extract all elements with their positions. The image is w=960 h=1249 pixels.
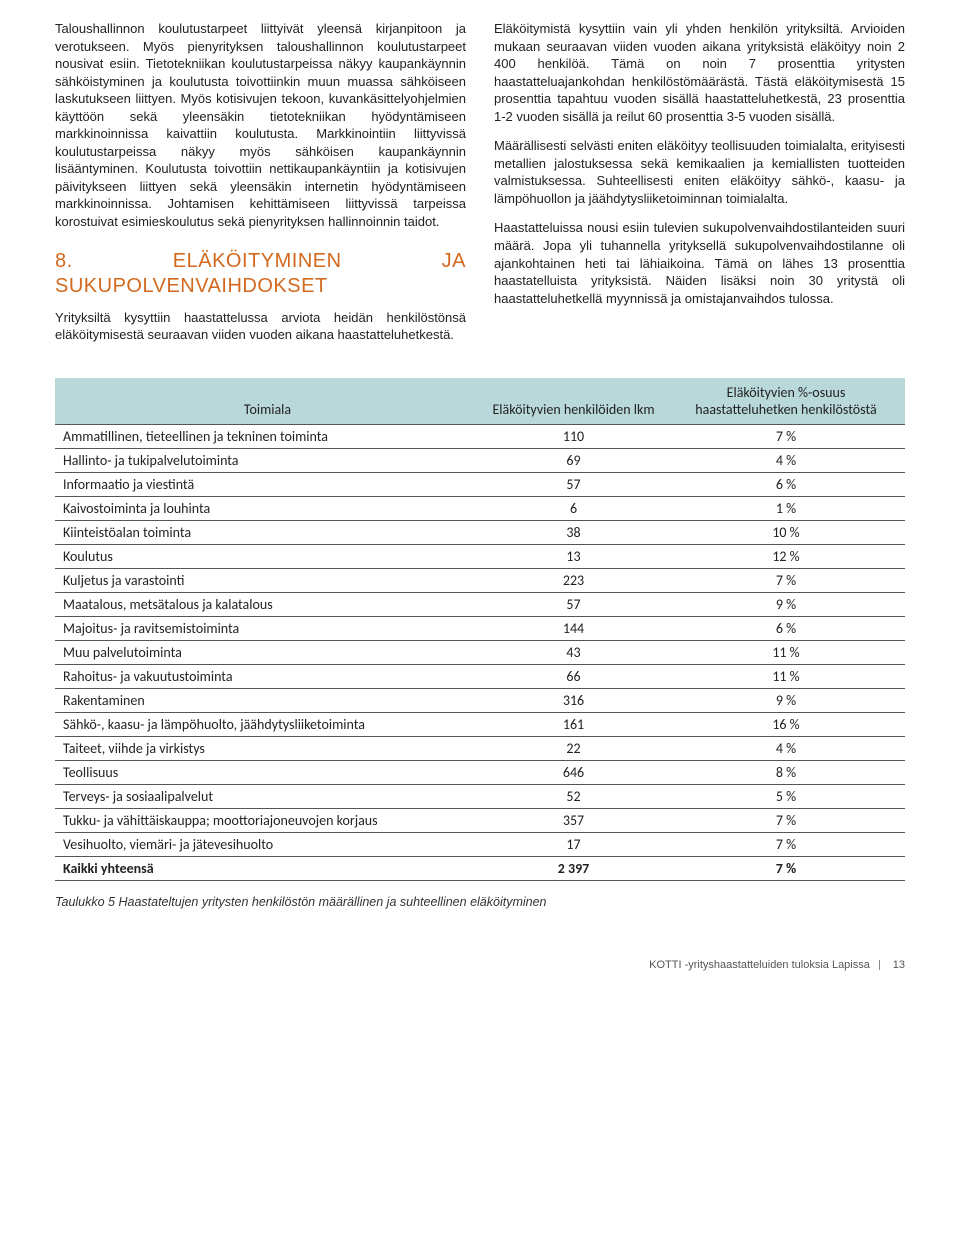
table-row: Koulutus1312 % (55, 544, 905, 568)
table-caption: Taulukko 5 Haastateltujen yritysten henk… (55, 895, 905, 909)
table-cell: 12 % (667, 544, 905, 568)
table-cell: 144 (480, 616, 667, 640)
table-cell: Kuljetus ja varastointi (55, 568, 480, 592)
table-cell: Maatalous, metsätalous ja kalatalous (55, 592, 480, 616)
table-cell: 1 % (667, 496, 905, 520)
table-cell: Tukku- ja vähittäiskauppa; moottoriajone… (55, 808, 480, 832)
table-cell: 7 % (667, 568, 905, 592)
table-cell: 7 % (667, 832, 905, 856)
table-cell: 66 (480, 664, 667, 688)
table-cell: Kaikki yhteensä (55, 856, 480, 880)
table-row: Informaatio ja viestintä576 % (55, 472, 905, 496)
table-cell: Rakentaminen (55, 688, 480, 712)
table-cell: 10 % (667, 520, 905, 544)
table-header-cell: Toimiala (55, 378, 480, 425)
table-header-row: Toimiala Eläköityvien henkilöiden lkm El… (55, 378, 905, 425)
body-paragraph: Määrällisesti selvästi eniten eläköityy … (494, 137, 905, 207)
table-row: Kuljetus ja varastointi2237 % (55, 568, 905, 592)
left-column: Taloushallinnon koulutustarpeet liittyiv… (55, 20, 466, 356)
footer-divider (879, 960, 880, 970)
table-cell: Teollisuus (55, 760, 480, 784)
table-cell: 6 % (667, 472, 905, 496)
table-cell: 57 (480, 472, 667, 496)
table-cell: 16 % (667, 712, 905, 736)
table-cell: 646 (480, 760, 667, 784)
table-row: Terveys- ja sosiaalipalvelut525 % (55, 784, 905, 808)
table-cell: 7 % (667, 808, 905, 832)
table-cell: 5 % (667, 784, 905, 808)
table-row: Teollisuus6468 % (55, 760, 905, 784)
table-header-cell: Eläköityvien %-osuus haastatteluhetken h… (667, 378, 905, 425)
table-cell: 110 (480, 424, 667, 448)
table-cell: 4 % (667, 448, 905, 472)
table-header-cell: Eläköityvien henkilöiden lkm (480, 378, 667, 425)
table-cell: 52 (480, 784, 667, 808)
table-cell: 9 % (667, 688, 905, 712)
table-cell: 22 (480, 736, 667, 760)
table-cell: 38 (480, 520, 667, 544)
table-cell: 4 % (667, 736, 905, 760)
table-row: Maatalous, metsätalous ja kalatalous579 … (55, 592, 905, 616)
page-number: 13 (889, 959, 905, 971)
retirement-table: Toimiala Eläköityvien henkilöiden lkm El… (55, 378, 905, 881)
table-cell: Informaatio ja viestintä (55, 472, 480, 496)
table-cell: 9 % (667, 592, 905, 616)
table-cell: 357 (480, 808, 667, 832)
table-row: Vesihuolto, viemäri- ja jätevesihuolto17… (55, 832, 905, 856)
table-cell: 8 % (667, 760, 905, 784)
table-row: Kiinteistöalan toiminta3810 % (55, 520, 905, 544)
body-paragraph: Haastatteluissa nousi esiin tulevien suk… (494, 219, 905, 307)
page-footer: KOTTI -yrityshaastatteluiden tuloksia La… (55, 959, 905, 971)
table-cell: Rahoitus- ja vakuutustoiminta (55, 664, 480, 688)
table-row: Taiteet, viihde ja virkistys224 % (55, 736, 905, 760)
table-cell: 223 (480, 568, 667, 592)
table-cell: 7 % (667, 424, 905, 448)
table-row: Rakentaminen3169 % (55, 688, 905, 712)
table-row: Majoitus- ja ravitsemistoiminta1446 % (55, 616, 905, 640)
table-cell: 11 % (667, 640, 905, 664)
table-row: Rahoitus- ja vakuutustoiminta6611 % (55, 664, 905, 688)
body-paragraph: Taloushallinnon koulutustarpeet liittyiv… (55, 20, 466, 231)
table-cell: 17 (480, 832, 667, 856)
table-cell: Kaivostoiminta ja louhinta (55, 496, 480, 520)
table-cell: 2 397 (480, 856, 667, 880)
table-cell: Koulutus (55, 544, 480, 568)
table-cell: 316 (480, 688, 667, 712)
two-column-text: Taloushallinnon koulutustarpeet liittyiv… (55, 20, 905, 356)
table-cell: 43 (480, 640, 667, 664)
table-row: Tukku- ja vähittäiskauppa; moottoriajone… (55, 808, 905, 832)
right-column: Eläköitymistä kysyttiin vain yli yhden h… (494, 20, 905, 356)
table-cell: Vesihuolto, viemäri- ja jätevesihuolto (55, 832, 480, 856)
table-row: Hallinto- ja tukipalvelutoiminta694 % (55, 448, 905, 472)
table-cell: Ammatillinen, tieteellinen ja tekninen t… (55, 424, 480, 448)
table-row: Ammatillinen, tieteellinen ja tekninen t… (55, 424, 905, 448)
body-paragraph: Eläköitymistä kysyttiin vain yli yhden h… (494, 20, 905, 125)
table-cell: 6 (480, 496, 667, 520)
table-total-row: Kaikki yhteensä2 3977 % (55, 856, 905, 880)
table-cell: 7 % (667, 856, 905, 880)
page: Taloushallinnon koulutustarpeet liittyiv… (0, 0, 960, 986)
section-heading: 8. ELÄKÖITYMINEN JA SUKUPOLVENVAIHDOKSET (55, 249, 466, 299)
table-row: Kaivostoiminta ja louhinta61 % (55, 496, 905, 520)
table-cell: Majoitus- ja ravitsemistoiminta (55, 616, 480, 640)
table-cell: Muu palvelutoiminta (55, 640, 480, 664)
table-cell: 6 % (667, 616, 905, 640)
table-cell: Sähkö-, kaasu- ja lämpöhuolto, jäähdytys… (55, 712, 480, 736)
table-cell: 161 (480, 712, 667, 736)
footer-text: KOTTI -yrityshaastatteluiden tuloksia La… (649, 959, 870, 971)
table-cell: 11 % (667, 664, 905, 688)
table-cell: 13 (480, 544, 667, 568)
table-cell: Terveys- ja sosiaalipalvelut (55, 784, 480, 808)
table-cell: Kiinteistöalan toiminta (55, 520, 480, 544)
table-cell: 69 (480, 448, 667, 472)
table-cell: Hallinto- ja tukipalvelutoiminta (55, 448, 480, 472)
table-row: Muu palvelutoiminta4311 % (55, 640, 905, 664)
body-paragraph: Yrityksiltä kysyttiin haastattelussa arv… (55, 309, 466, 344)
table-cell: 57 (480, 592, 667, 616)
table-row: Sähkö-, kaasu- ja lämpöhuolto, jäähdytys… (55, 712, 905, 736)
table-cell: Taiteet, viihde ja virkistys (55, 736, 480, 760)
